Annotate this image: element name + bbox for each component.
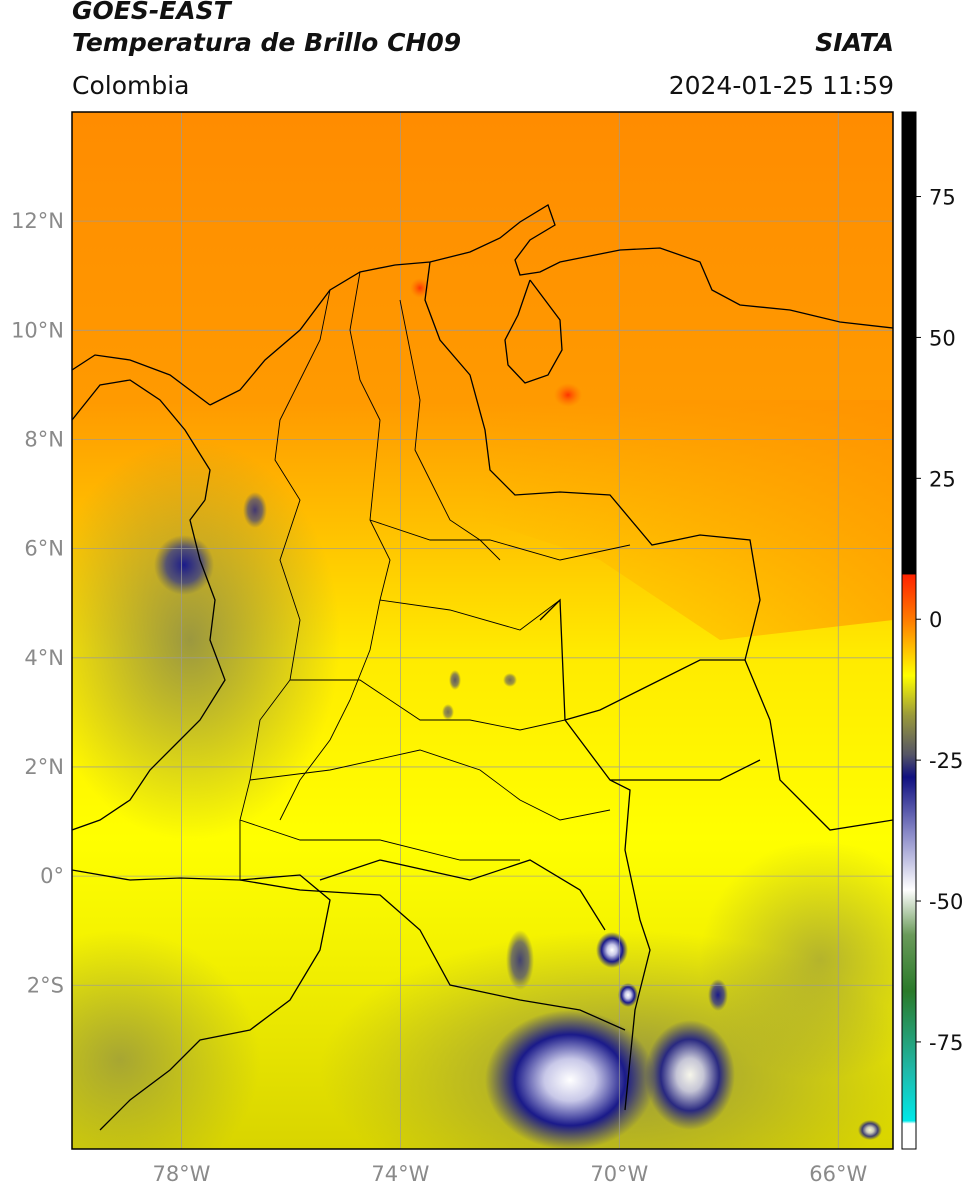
convective-cell-pacific	[154, 535, 214, 595]
colorbar-tick-label: 0	[929, 608, 942, 632]
panama-coast	[72, 354, 211, 406]
convective-cell-small-3	[506, 930, 534, 990]
convective-cell-choco	[243, 492, 267, 528]
convective-cell-small-1	[618, 983, 638, 1007]
colorbar-tick-label: -50	[929, 890, 963, 914]
hot-spot-venezuela	[554, 383, 582, 407]
venezuela-brazil-border	[744, 659, 893, 831]
map-frame	[71, 111, 894, 1150]
lat-tick-label: 4°N	[24, 646, 64, 670]
east-cloud-field	[700, 840, 893, 1080]
convective-cell-putumayo	[596, 932, 628, 968]
map-canvas	[72, 112, 893, 1149]
colorbar-gradient	[901, 111, 917, 1150]
lat-tick-label: 10°N	[11, 318, 64, 342]
colorbar-tick-label: -75	[929, 1031, 963, 1055]
lon-tick-label: 66°W	[809, 1162, 867, 1186]
colorbar-tick-label: 50	[929, 326, 956, 350]
lake-maracaibo	[504, 279, 563, 384]
colombia-ecuador-border	[239, 879, 626, 1031]
latitude-labels: 12°N 10°N 8°N 6°N 4°N 2°N 0° 2°S	[11, 209, 64, 997]
convective-cell-amazon-east	[645, 1020, 735, 1130]
longitude-labels: 78°W 74°W 70°W 66°W	[152, 1162, 867, 1186]
lon-tick-label: 70°W	[590, 1162, 648, 1186]
caribbean-coastline	[209, 204, 893, 406]
lat-tick-label: 6°N	[24, 537, 64, 561]
peru-border	[319, 859, 606, 931]
ecuador-coastline	[72, 869, 331, 1131]
convective-cell-amazon	[485, 1010, 655, 1149]
datetime-label: 2024-01-25 11:59	[668, 71, 894, 100]
lat-tick-label: 2°N	[24, 755, 64, 779]
lat-tick-label: 8°N	[24, 427, 64, 451]
lon-tick-label: 74°W	[371, 1162, 429, 1186]
lat-tick-label: 0°	[40, 864, 64, 888]
colombia-venezuela-border	[424, 261, 761, 721]
convective-cell-small-4	[449, 670, 461, 690]
lat-tick-label: 2°S	[27, 973, 64, 997]
hot-spot-north	[410, 278, 430, 298]
region-label: Colombia	[72, 71, 190, 100]
southern-venezuela-border	[610, 759, 761, 781]
convective-cell-small-5	[503, 673, 517, 687]
pacific-cloud-field	[72, 440, 340, 840]
product-title: Temperatura de Brillo CH09	[72, 28, 462, 57]
borders	[72, 204, 893, 1131]
panama-pacific-coast	[72, 379, 211, 501]
warm-region-east	[480, 400, 893, 640]
colorbar-tick-label: 75	[929, 186, 956, 210]
convective-cell-small-6	[442, 704, 454, 720]
southwest-cloud-field	[72, 930, 260, 1149]
convective-cell-small-7	[858, 1120, 882, 1140]
convective-cell-small-2	[708, 979, 728, 1011]
lat-tick-label: 12°N	[11, 209, 64, 233]
satellite-title: GOES-EAST	[72, 0, 231, 25]
lon-tick-label: 78°W	[152, 1162, 210, 1186]
colorbar: 75 50 25 0 -25 -50 -75	[901, 111, 963, 1150]
colorbar-tick-label: 25	[929, 467, 956, 491]
pacific-coastline	[72, 499, 226, 831]
brand-label: SIATA	[815, 28, 894, 57]
colorbar-tick-label: -25	[929, 749, 963, 773]
department-lines	[239, 271, 631, 880]
